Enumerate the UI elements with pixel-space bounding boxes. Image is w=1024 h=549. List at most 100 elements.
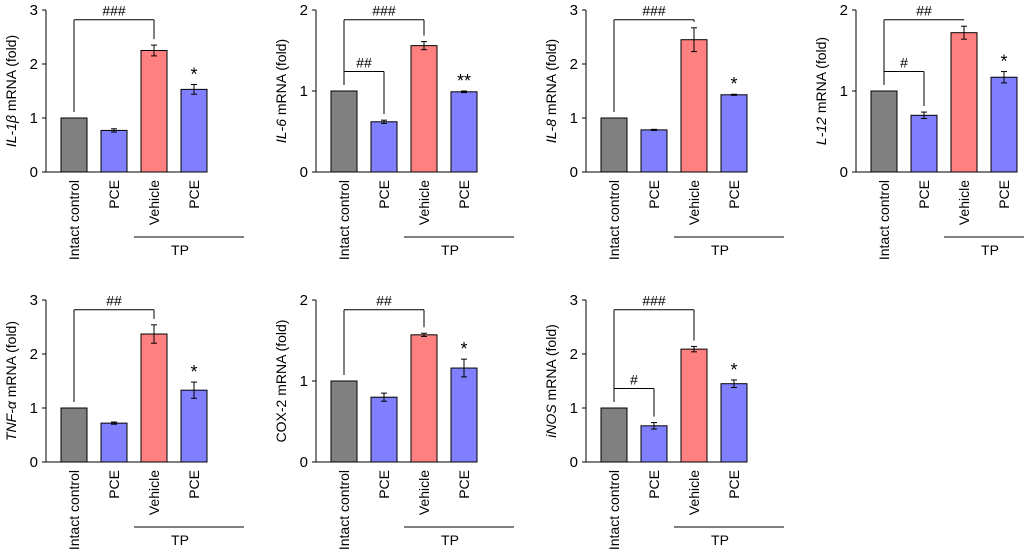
category-label: Intact control	[606, 180, 622, 260]
y-tick-label: 0	[300, 454, 308, 471]
bar-2	[640, 425, 668, 463]
y-tick-label: 0	[570, 164, 578, 181]
bar-4	[450, 367, 478, 463]
category-label: PCE	[726, 180, 742, 209]
category-label: PCE	[186, 180, 202, 209]
category-label: Vehicle	[686, 470, 702, 515]
category-label: Intact control	[606, 470, 622, 549]
y-tick-label: 1	[570, 110, 578, 127]
y-axis-title: IL-6 mRNA (fold)	[273, 39, 289, 143]
bracket-label: #	[900, 55, 908, 71]
bar-2	[100, 422, 128, 463]
bar-1	[600, 117, 628, 173]
tp-group-label: TP	[441, 532, 459, 548]
y-tick-label: 0	[300, 164, 308, 181]
y-axis-title: TNF-α mRNA (fold)	[3, 321, 19, 441]
category-label: Intact control	[66, 180, 82, 260]
chart-panel-3: 0 1 2 3 IL-8 mRNA (fold) * ### Intact control PC…	[543, 2, 784, 260]
bracket-label: ##	[106, 293, 122, 309]
y-axis-title-unit: mRNA (fold)	[3, 321, 19, 401]
y-axis-title: IL-8 mRNA (fold)	[543, 39, 559, 143]
y-axis-title-gene: TNF-α	[3, 400, 19, 441]
y-tick-label: 1	[570, 400, 578, 417]
y-axis-title-unit: COX-2 mRNA (fold)	[273, 320, 289, 443]
y-tick-label: 3	[30, 292, 38, 309]
category-label: PCE	[916, 180, 932, 209]
bar-4	[720, 383, 748, 463]
y-axis-title-unit: mRNA (fold)	[3, 35, 19, 115]
significance-marker: *	[730, 74, 737, 94]
tp-group-label: TP	[171, 242, 189, 258]
bracket-label: ###	[642, 293, 666, 309]
bar-3	[410, 45, 438, 173]
y-axis-title-gene: IL-8	[543, 119, 559, 143]
y-tick-label: 3	[30, 2, 38, 19]
bar-4	[450, 91, 478, 173]
bar-3	[950, 32, 978, 173]
category-label: PCE	[726, 470, 742, 499]
bracket-label: #	[630, 372, 638, 388]
y-tick-label: 0	[570, 454, 578, 471]
tp-group-label: TP	[711, 532, 729, 548]
bar-1	[60, 407, 88, 463]
y-tick-label: 1	[30, 110, 38, 127]
category-label: Vehicle	[146, 180, 162, 225]
y-tick-label: 1	[300, 373, 308, 390]
significance-marker: *	[190, 65, 197, 85]
chart-panel-6: 0 1 2 COX-2 mRNA (fold) * ## Intact control PCE…	[273, 292, 514, 549]
category-label: Intact control	[336, 180, 352, 260]
chart-panel-1: 0 1 2 3 IL-1β mRNA (fold) * ### Intact control P…	[3, 2, 244, 260]
bar-2	[910, 114, 938, 173]
chart-panel-5: 0 1 2 3 TNF-α mRNA (fold) * ## Intact control PC…	[3, 292, 244, 549]
bar-1	[600, 407, 628, 463]
category-label: PCE	[646, 470, 662, 499]
bar-4	[180, 88, 208, 173]
bracket-label: ##	[356, 55, 372, 71]
y-axis-title: IL-1β mRNA (fold)	[3, 35, 19, 147]
y-tick-label: 1	[300, 83, 308, 100]
category-label: PCE	[186, 470, 202, 499]
tp-group-label: TP	[171, 532, 189, 548]
y-tick-label: 2	[840, 2, 848, 19]
bar-1	[330, 90, 358, 173]
category-label: PCE	[996, 180, 1012, 209]
category-label: Vehicle	[686, 180, 702, 225]
category-label: Vehicle	[416, 470, 432, 515]
category-label: Intact control	[336, 470, 352, 549]
bar-4	[180, 389, 208, 463]
y-tick-label: 3	[570, 2, 578, 19]
bar-3	[410, 334, 438, 463]
y-axis-title-gene: IL-6	[273, 119, 289, 143]
y-tick-label: 2	[570, 346, 578, 363]
y-tick-label: 2	[300, 292, 308, 309]
y-tick-label: 2	[30, 346, 38, 363]
y-axis-title-unit: mRNA (fold)	[813, 37, 829, 117]
significance-marker: *	[1000, 52, 1007, 72]
significance-marker: *	[190, 362, 197, 382]
bracket-label: ##	[916, 3, 932, 19]
bar-3	[680, 39, 708, 173]
y-tick-label: 3	[570, 292, 578, 309]
category-label: PCE	[456, 470, 472, 499]
y-axis-title: L-12 mRNA (fold)	[813, 37, 829, 145]
category-label: PCE	[106, 470, 122, 499]
category-label: Intact control	[66, 470, 82, 549]
category-label: Vehicle	[416, 180, 432, 225]
bar-2	[370, 121, 398, 173]
bracket-label: ##	[376, 293, 392, 309]
tp-group-label: TP	[711, 242, 729, 258]
bar-4	[990, 76, 1018, 173]
y-tick-label: 0	[30, 164, 38, 181]
bar-2	[370, 396, 398, 463]
y-tick-label: 0	[840, 164, 848, 181]
y-axis-title-unit: mRNA (fold)	[543, 39, 559, 119]
tp-group-label: TP	[441, 242, 459, 258]
bar-1	[870, 90, 898, 173]
y-tick-label: 2	[30, 56, 38, 73]
category-label: PCE	[646, 180, 662, 209]
category-label: PCE	[106, 180, 122, 209]
category-label: PCE	[376, 470, 392, 499]
